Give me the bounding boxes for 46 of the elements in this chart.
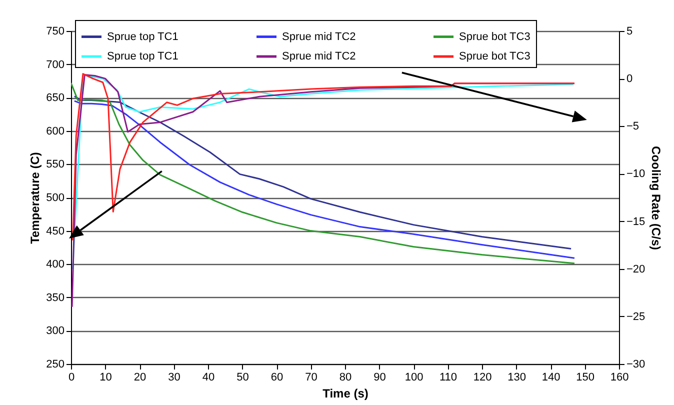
y-tick-label: 700	[46, 58, 64, 71]
x-tick-label: 40	[202, 372, 215, 384]
x-tick-label: 130	[508, 372, 526, 384]
legend-label: Sprue bot TC3	[459, 50, 530, 62]
y2-tick-label: −20	[626, 263, 646, 276]
legend-label: Sprue mid TC2	[282, 30, 356, 43]
x-tick-label: 0	[68, 372, 75, 384]
x-tick-label: 90	[374, 372, 386, 384]
x-tick-label: 80	[339, 372, 352, 384]
y2-tick-label: −30	[626, 358, 646, 370]
legend-label: Sprue bot TC3	[459, 30, 530, 43]
x-tick-label: 30	[168, 372, 180, 384]
y2-tick-label: −5	[626, 120, 640, 133]
x-tick-label: 120	[473, 372, 492, 384]
y-tick-label: 550	[46, 158, 64, 171]
legend-label: Sprue top TC1	[107, 50, 178, 62]
x-tick-label: 150	[576, 372, 594, 384]
x-tick-label: 20	[134, 372, 146, 384]
y-tick-label: 350	[46, 292, 64, 304]
legend-label: Sprue mid TC2	[282, 50, 356, 62]
x-axis-title: Time (s)	[322, 386, 368, 400]
x-tick-label: 100	[404, 372, 424, 384]
y-tick-label: 750	[46, 26, 64, 38]
y-tick-label: 250	[46, 358, 64, 370]
y-tick-label: 500	[46, 192, 64, 204]
y-tick-label: 300	[46, 325, 64, 338]
y2-tick-label: −10	[626, 168, 646, 180]
y-tick-label: 650	[46, 92, 64, 104]
x-tick-label: 70	[305, 372, 318, 384]
y2-tick-label: 0	[626, 73, 633, 86]
y2-tick-label: 5	[626, 26, 633, 38]
x-tick-label: 140	[542, 372, 560, 384]
x-tick-label: 10	[100, 372, 112, 384]
y2-tick-label: −25	[626, 310, 646, 323]
y-tick-label: 450	[46, 225, 64, 238]
y-tick-label: 600	[46, 125, 64, 138]
x-tick-label: 110	[439, 372, 458, 384]
y2-axis-title: Cooling Rate (C/s)	[649, 146, 664, 250]
x-tick-label: 60	[270, 372, 284, 384]
legend-label: Sprue top TC1	[107, 30, 178, 43]
x-tick-label: 160	[610, 372, 629, 384]
y2-tick-label: −15	[626, 216, 646, 228]
y-axis-title: Temperature (C)	[28, 152, 42, 244]
x-tick-label: 50	[236, 372, 249, 384]
y-tick-label: 400	[46, 258, 64, 271]
line-series	[72, 73, 576, 242]
